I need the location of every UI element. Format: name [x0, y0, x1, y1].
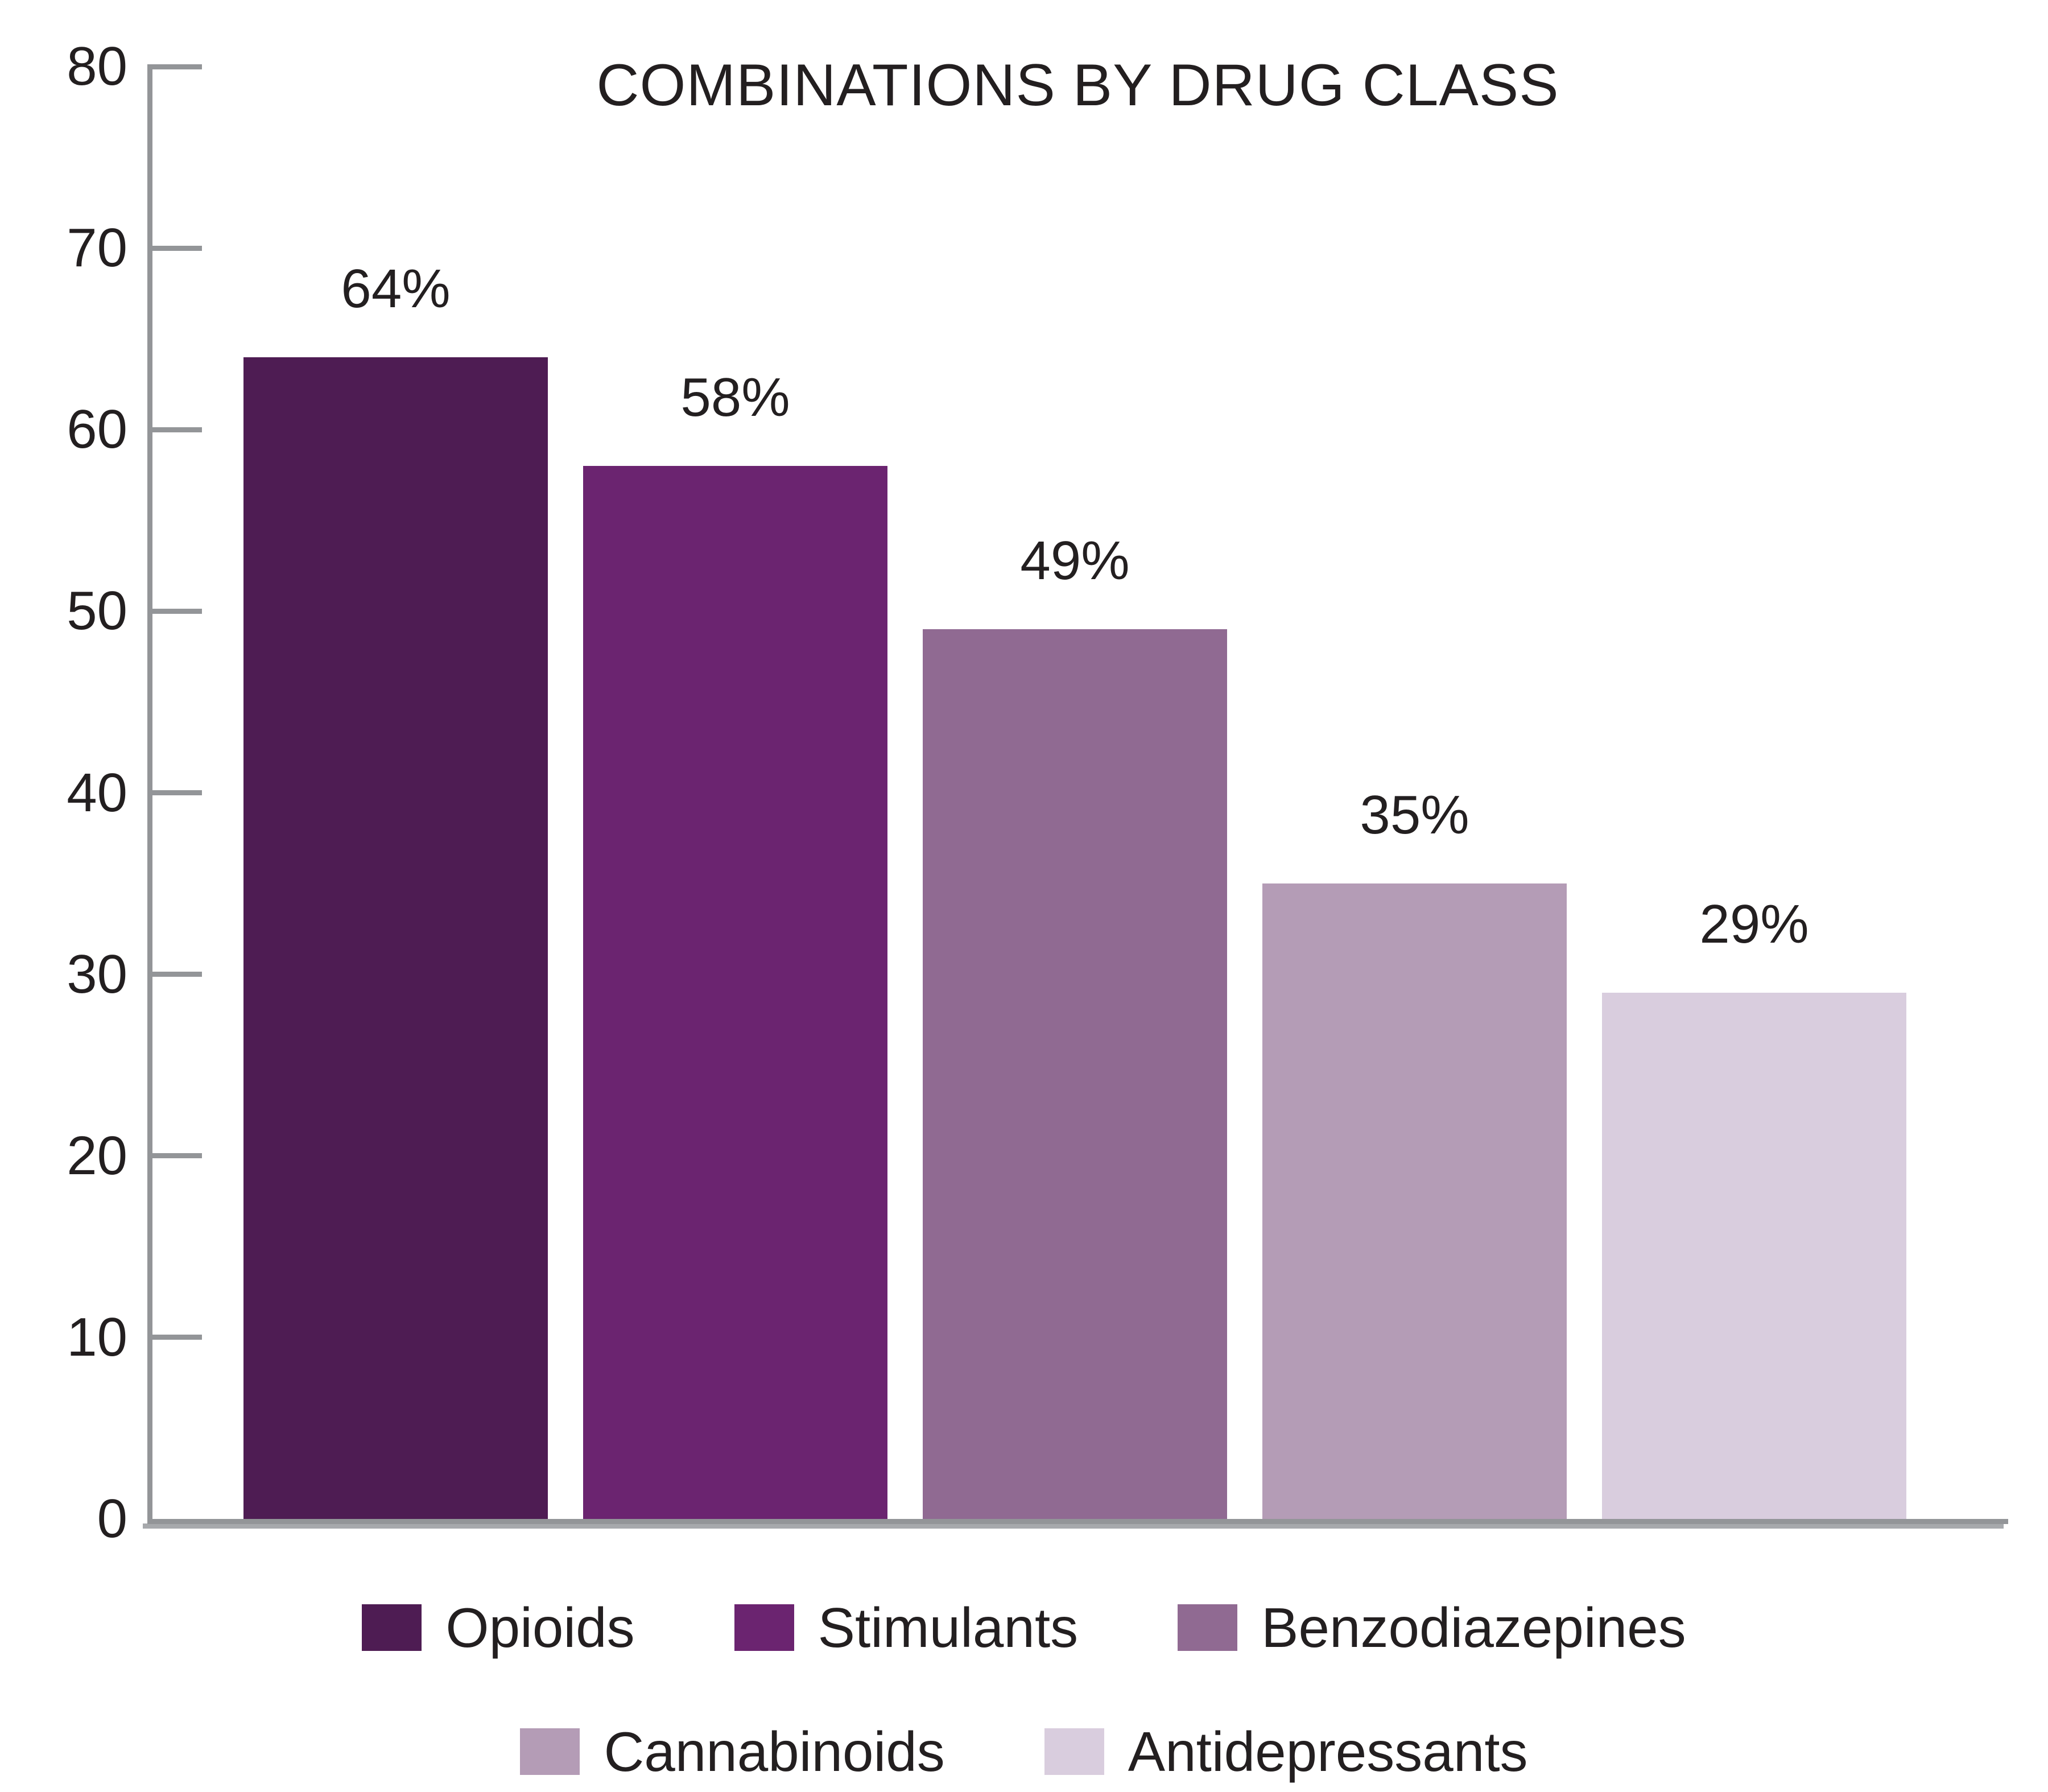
legend-item-opioids: Opioids	[362, 1596, 635, 1659]
bar-value-label-benzodiazepines: 49%	[1020, 530, 1130, 592]
y-tick-40	[147, 790, 202, 795]
plot-area: 0 10 20 30 40 50 60 70 80 64% 58% 49% 35% 29%	[67, 36, 2008, 1549]
y-tick-label-20: 20	[67, 1125, 127, 1186]
bar-opioids	[243, 357, 548, 1519]
legend-row-1: Opioids Stimulants Benzodiazepines	[0, 1596, 2048, 1659]
legend-item-cannabinoids: Cannabinoids	[520, 1720, 945, 1783]
y-tick-10	[147, 1335, 202, 1340]
y-tick-label-70: 70	[67, 217, 127, 279]
y-tick-label-60: 60	[67, 399, 127, 460]
y-tick-label-50: 50	[67, 580, 127, 642]
bar-value-label-opioids: 64%	[341, 258, 451, 319]
x-axis-line	[147, 1519, 2008, 1524]
y-tick-30	[147, 972, 202, 977]
legend-label-antidepressants: Antidepressants	[1128, 1720, 1528, 1783]
y-tick-50	[147, 608, 202, 614]
y-tick-label-0: 0	[97, 1488, 127, 1549]
y-tick-20	[147, 1153, 202, 1159]
bar-value-label-stimulants: 58%	[680, 367, 790, 428]
legend-label-benzodiazepines: Benzodiazepines	[1261, 1596, 1686, 1659]
legend-swatch-cannabinoids	[520, 1728, 580, 1775]
legend-label-stimulants: Stimulants	[817, 1596, 1079, 1659]
y-tick-70	[147, 245, 202, 251]
legend-swatch-opioids	[362, 1604, 422, 1651]
y-tick-60	[147, 427, 202, 432]
y-axis-line	[147, 67, 152, 1524]
legend-item-benzodiazepines: Benzodiazepines	[1178, 1600, 1686, 1655]
y-tick-80	[147, 64, 202, 69]
bar-benzodiazepines	[923, 629, 1227, 1519]
legend-label-opioids: Opioids	[445, 1596, 635, 1659]
legend-swatch-stimulants	[734, 1604, 794, 1651]
bar-cannabinoids	[1262, 883, 1567, 1519]
bar-antidepressants	[1602, 992, 1906, 1519]
y-tick-label-40: 40	[67, 762, 127, 823]
bar-stimulants	[583, 466, 887, 1519]
y-tick-label-80: 80	[67, 36, 127, 97]
legend-row-2: Cannabinoids Antidepressants	[0, 1720, 2048, 1783]
legend-swatch-benzodiazepines	[1178, 1604, 1238, 1651]
y-tick-label-10: 10	[67, 1306, 127, 1368]
y-tick-label-30: 30	[67, 943, 127, 1005]
legend-swatch-antidepressants	[1044, 1728, 1104, 1775]
legend-label-cannabinoids: Cannabinoids	[604, 1720, 945, 1783]
bar-value-label-antidepressants: 29%	[1699, 893, 1809, 955]
legend-item-stimulants: Stimulants	[734, 1596, 1079, 1659]
bar-value-label-cannabinoids: 35%	[1360, 784, 1469, 846]
chart-title: COMBINATIONS BY DRUG CLASS	[596, 52, 1559, 118]
legend-item-antidepressants: Antidepressants	[1044, 1724, 1528, 1779]
